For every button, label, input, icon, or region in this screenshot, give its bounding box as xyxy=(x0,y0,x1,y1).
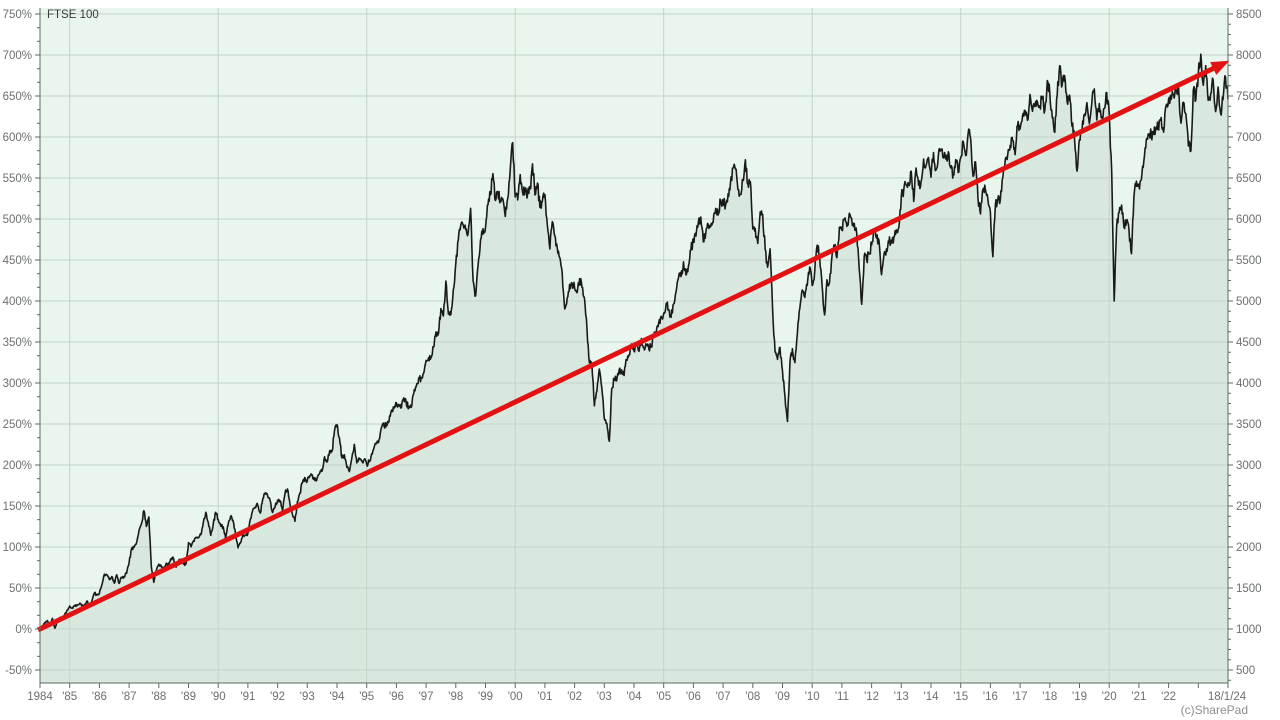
left-axis-tick-label: 250% xyxy=(3,419,32,431)
x-axis-tick-label: '09 xyxy=(775,691,790,703)
right-axis-tick-label: 8000 xyxy=(1236,50,1262,62)
left-axis-tick-label: 200% xyxy=(3,460,32,472)
x-axis-tick-label: '96 xyxy=(389,691,404,703)
right-axis-tick-label: 1500 xyxy=(1236,583,1262,595)
x-axis-tick-label: '21 xyxy=(1131,691,1146,703)
x-axis-tick-label: '97 xyxy=(419,691,434,703)
left-axis-tick-label: 550% xyxy=(3,173,32,185)
right-axis-tick-label: 4000 xyxy=(1236,378,1262,390)
right-axis-tick-label: 8500 xyxy=(1236,9,1262,21)
x-axis-tick-label: '22 xyxy=(1161,691,1176,703)
x-axis-tick-label: '86 xyxy=(92,691,107,703)
x-axis-tick-label: '11 xyxy=(835,691,849,703)
right-axis-tick-label: 6500 xyxy=(1236,173,1262,185)
x-axis-tick-label: '10 xyxy=(805,691,820,703)
price-area-fill xyxy=(40,54,1228,683)
left-axis-tick-label: 350% xyxy=(3,337,32,349)
right-axis-tick-label: 7500 xyxy=(1236,91,1262,103)
axis-label-layer: 750% 700% 650% 600% 550% 500% 450% 400% 350% 300%… xyxy=(3,9,1262,703)
left-axis-tick-label: -50% xyxy=(5,665,32,677)
x-axis-tick-label: '14 xyxy=(924,691,940,703)
x-axis-tick-label: '89 xyxy=(181,691,196,703)
x-axis-tick-label: '90 xyxy=(211,691,226,703)
x-axis-tick-label: '91 xyxy=(240,691,255,703)
trend-arrowhead xyxy=(1210,60,1230,75)
right-axis-tick-label: 3000 xyxy=(1236,460,1262,472)
trend-arrow-layer xyxy=(36,60,1230,633)
x-axis-tick-label: '95 xyxy=(359,691,374,703)
x-axis-tick-label: '92 xyxy=(270,691,285,703)
area-fill-layer xyxy=(40,54,1228,683)
right-axis-tick-label: 4500 xyxy=(1236,337,1262,349)
left-axis-tick-label: 0% xyxy=(15,624,32,636)
x-axis-tick-label: '93 xyxy=(300,691,315,703)
left-axis-tick-label: 100% xyxy=(3,542,32,554)
x-axis-tick-label: '16 xyxy=(983,691,998,703)
left-axis-tick-label: 50% xyxy=(9,583,32,595)
left-axis-tick-label: 750% xyxy=(3,9,32,21)
left-axis-tick-label: 300% xyxy=(3,378,32,390)
x-axis-end-date-label: 18/1/24 xyxy=(1208,691,1247,703)
x-axis-tick-label: '00 xyxy=(508,691,523,703)
x-axis-tick-label: '03 xyxy=(597,691,612,703)
right-axis-tick-label: 500 xyxy=(1236,665,1255,677)
series-legend-label: FTSE 100 xyxy=(47,9,99,21)
right-axis-tick-label: 6000 xyxy=(1236,214,1262,226)
x-axis-tick-label: '06 xyxy=(686,691,701,703)
gridline-layer xyxy=(40,8,1228,683)
x-axis-tick-label: '85 xyxy=(62,691,77,703)
left-axis-tick-label: 700% xyxy=(3,50,32,62)
x-axis-tick-label: '15 xyxy=(953,691,968,703)
x-axis-tick-label: '13 xyxy=(894,691,909,703)
x-axis-tick-label: '12 xyxy=(864,691,879,703)
x-axis-tick-label: '02 xyxy=(567,691,582,703)
x-axis-tick-label: '07 xyxy=(716,691,731,703)
right-axis-tick-label: 1000 xyxy=(1236,624,1262,636)
ftse-price-line xyxy=(39,53,1229,630)
x-axis-tick-label: '19 xyxy=(1072,691,1087,703)
x-axis-tick-label: '94 xyxy=(330,691,346,703)
watermark-label: (c)SharePad xyxy=(1181,703,1248,717)
x-axis-tick-label: '17 xyxy=(1013,691,1028,703)
x-axis-tick-label: 1984 xyxy=(27,691,53,703)
right-axis-tick-label: 5500 xyxy=(1236,255,1262,267)
trend-line xyxy=(36,64,1218,633)
price-series-layer xyxy=(39,53,1229,630)
left-axis-tick-label: 400% xyxy=(3,296,32,308)
x-axis-tick-label: '04 xyxy=(627,691,643,703)
x-axis-tick-label: '20 xyxy=(1102,691,1117,703)
x-axis-tick-label: '99 xyxy=(478,691,493,703)
axis-layer xyxy=(35,8,1233,688)
right-axis-tick-label: 5000 xyxy=(1236,296,1262,308)
right-axis-tick-label: 7000 xyxy=(1236,132,1262,144)
x-axis-tick-label: '18 xyxy=(1042,691,1057,703)
right-axis-tick-label: 2500 xyxy=(1236,501,1262,513)
x-axis-tick-label: '87 xyxy=(122,691,137,703)
x-axis-tick-label: '01 xyxy=(537,691,552,703)
x-axis-tick-label: '08 xyxy=(745,691,760,703)
left-axis-tick-label: 500% xyxy=(3,214,32,226)
left-axis-tick-label: 450% xyxy=(3,255,32,267)
left-axis-tick-label: 600% xyxy=(3,132,32,144)
right-axis-tick-label: 2000 xyxy=(1236,542,1262,554)
x-axis-tick-label: '05 xyxy=(656,691,671,703)
left-axis-tick-label: 650% xyxy=(3,91,32,103)
x-axis-tick-label: '88 xyxy=(151,691,166,703)
x-axis-tick-label: '98 xyxy=(448,691,463,703)
right-axis-tick-label: 3500 xyxy=(1236,419,1262,431)
left-axis-tick-label: 150% xyxy=(3,501,32,513)
